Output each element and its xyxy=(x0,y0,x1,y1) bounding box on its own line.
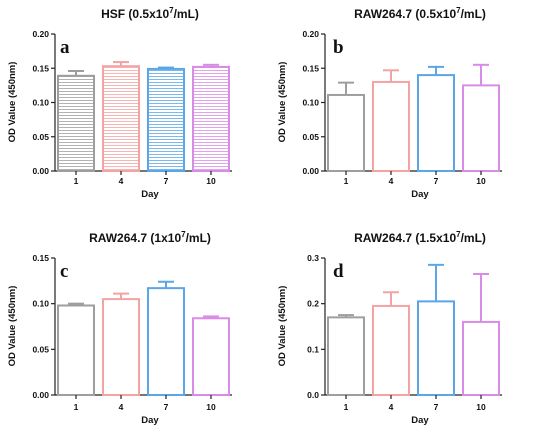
chart-title: RAW264.7 (0.5x107/mL) xyxy=(354,6,486,21)
title-tail: /mL) xyxy=(461,7,486,21)
bar-day-7 xyxy=(147,287,185,397)
y-tick-label: 0.2 xyxy=(307,299,319,309)
bar-day-7 xyxy=(417,74,455,172)
bar-day-7 xyxy=(417,300,455,396)
x-axis-label: Day xyxy=(411,415,429,426)
chart-title: HSF (0.5x107/mL) xyxy=(101,6,199,21)
chart-title: RAW264.7 (1x107/mL) xyxy=(89,230,211,245)
x-axis-label: Day xyxy=(141,189,159,200)
bar-day-10 xyxy=(462,84,500,172)
title-superscript: 7 xyxy=(456,230,461,239)
title-tail: /mL) xyxy=(186,231,211,245)
panel-letter: b xyxy=(333,37,344,58)
title-superscript: 7 xyxy=(169,6,174,15)
x-tick-label: 1 xyxy=(74,176,79,186)
y-tick-label: 0.1 xyxy=(307,344,319,354)
chart-panel-b: RAW264.7 (0.5x107/mL)bOD Value (450nm)0.… xyxy=(277,6,502,200)
panel-letter: d xyxy=(333,261,344,282)
y-axis-label: OD Value (450nm) xyxy=(7,62,18,143)
y-tick-label: 0.15 xyxy=(32,253,49,263)
title-tail: /mL) xyxy=(174,7,199,21)
y-tick-label: 0.00 xyxy=(302,166,319,176)
bar-day-10 xyxy=(192,317,230,396)
panel-letter: a xyxy=(60,37,70,58)
x-tick-label: 4 xyxy=(119,402,124,412)
title-tail: /mL) xyxy=(461,231,486,245)
y-axis-label: OD Value (450nm) xyxy=(277,286,288,367)
bar-day-10 xyxy=(462,320,500,396)
y-tick-label: 0.3 xyxy=(307,253,319,263)
x-tick-label: 4 xyxy=(119,176,124,186)
chart-panel-a: HSF (0.5x107/mL)aOD Value (450nm)0.000.0… xyxy=(7,6,232,200)
bar-day-4 xyxy=(102,65,140,172)
title-main: RAW264.7 (0.5x10 xyxy=(354,7,456,21)
x-tick-label: 7 xyxy=(434,176,439,186)
bar-day-4 xyxy=(372,80,410,172)
y-tick-label: 0.05 xyxy=(302,132,319,142)
y-tick-label: 0.20 xyxy=(32,29,49,39)
x-tick-label: 1 xyxy=(344,176,349,186)
x-tick-label: 7 xyxy=(434,402,439,412)
bar-day-4 xyxy=(372,304,410,397)
y-tick-label: 0.20 xyxy=(302,29,319,39)
y-axis-label: OD Value (450nm) xyxy=(7,286,18,367)
bar-day-1 xyxy=(327,316,365,396)
bar-day-7 xyxy=(147,67,185,172)
x-tick-label: 10 xyxy=(476,402,486,412)
x-tick-label: 7 xyxy=(164,176,169,186)
x-tick-label: 1 xyxy=(74,402,79,412)
chart-panel-d: RAW264.7 (1.5x107/mL)dOD Value (450nm)0.… xyxy=(277,230,502,426)
panel-letter: c xyxy=(60,261,68,282)
title-superscript: 7 xyxy=(456,6,461,15)
title-superscript: 7 xyxy=(181,230,186,239)
y-tick-label: 0.10 xyxy=(302,98,319,108)
x-tick-label: 7 xyxy=(164,402,169,412)
bar-day-1 xyxy=(57,74,95,172)
chart-panel-c: RAW264.7 (1x107/mL)cOD Value (450nm)0.00… xyxy=(7,230,232,426)
chart-title: RAW264.7 (1.5x107/mL) xyxy=(354,230,486,245)
bar-day-1 xyxy=(327,93,365,172)
title-main: HSF (0.5x10 xyxy=(101,7,169,21)
y-tick-label: 0.0 xyxy=(307,390,319,400)
y-tick-label: 0.10 xyxy=(32,98,49,108)
bar-day-10 xyxy=(192,65,230,172)
y-tick-label: 0.15 xyxy=(32,63,49,73)
y-tick-label: 0.05 xyxy=(32,344,49,354)
y-tick-label: 0.15 xyxy=(302,63,319,73)
y-axis-label: OD Value (450nm) xyxy=(277,62,288,143)
x-tick-label: 4 xyxy=(389,402,394,412)
x-tick-label: 10 xyxy=(206,402,216,412)
x-tick-label: 1 xyxy=(344,402,349,412)
bar-day-1 xyxy=(57,304,95,397)
y-tick-label: 0.10 xyxy=(32,299,49,309)
x-axis-label: Day xyxy=(141,415,159,426)
x-axis-label: Day xyxy=(411,189,429,200)
x-tick-label: 10 xyxy=(206,176,216,186)
y-tick-label: 0.05 xyxy=(32,132,49,142)
title-main: RAW264.7 (1x10 xyxy=(89,231,181,245)
x-tick-label: 4 xyxy=(389,176,394,186)
y-tick-label: 0.00 xyxy=(32,390,49,400)
y-tick-label: 0.00 xyxy=(32,166,49,176)
bar-day-4 xyxy=(102,298,140,397)
x-tick-label: 10 xyxy=(476,176,486,186)
title-main: RAW264.7 (1.5x10 xyxy=(354,231,456,245)
